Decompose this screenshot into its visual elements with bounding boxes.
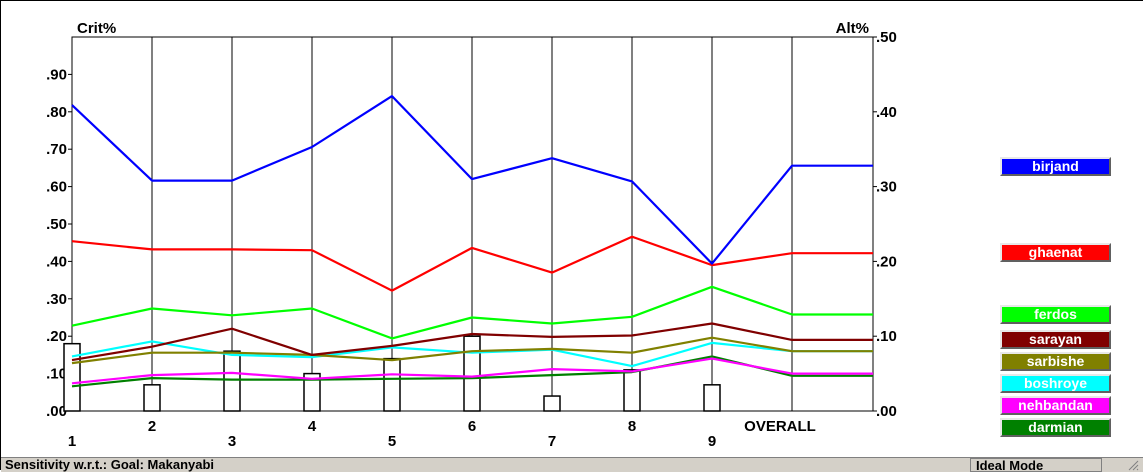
series-line-ferdos (71, 285, 873, 340)
criterion-priority-bar (63, 342, 81, 412)
left-axis-tick-label: .70 (46, 141, 67, 158)
left-axis-tick-label: .30 (46, 291, 67, 308)
legend-item-boshroye[interactable]: boshroye (1000, 373, 1111, 393)
right-axis-tick-label: .40 (876, 104, 897, 121)
series-line-nehbandan (71, 357, 873, 385)
left-axis-tick-label: .10 (46, 366, 67, 383)
right-axis-title: Alt% (836, 20, 869, 37)
criterion-priority-bar (703, 384, 721, 412)
x-axis-label: 5 (388, 433, 396, 450)
left-axis-tick-label: .90 (46, 66, 67, 83)
x-axis-label: 3 (228, 433, 236, 450)
right-axis-tick-label: .50 (876, 29, 897, 46)
series-line-boshroye (71, 340, 873, 368)
status-text: Sensitivity w.r.t.: Goal: Makanyabi (5, 457, 215, 472)
right-axis-tick-label: .30 (876, 179, 897, 196)
series-line-sarbishe (71, 336, 873, 365)
left-axis-tick-label: .40 (46, 253, 67, 270)
legend-item-sarayan[interactable]: sarayan (1000, 329, 1111, 349)
left-axis-tick-label: .60 (46, 179, 67, 196)
x-axis-label: 6 (468, 418, 476, 435)
x-axis-label: 7 (548, 433, 556, 450)
left-axis-tick-label: .50 (46, 216, 67, 233)
legend-item-ghaenat[interactable]: ghaenat (1000, 243, 1111, 263)
x-axis-label: 9 (708, 433, 716, 450)
right-axis-tick-label: .00 (876, 403, 897, 420)
criterion-priority-bar (143, 384, 161, 412)
criterion-priority-bar (463, 335, 481, 412)
criterion-priority-bar (223, 350, 241, 412)
legend-item-nehbandan[interactable]: nehbandan (1000, 395, 1111, 415)
x-axis-label: 1 (68, 433, 76, 450)
series-line-birjand (71, 94, 873, 265)
criterion-priority-bar (543, 395, 561, 412)
left-axis-tick-label: .00 (46, 403, 67, 420)
right-axis-tick-label: .10 (876, 328, 897, 345)
legend-item-ferdos[interactable]: ferdos (1000, 304, 1111, 324)
criterion-priority-bar (383, 357, 401, 412)
resize-grip-icon[interactable] (1127, 459, 1139, 471)
x-axis-label: 4 (308, 418, 317, 435)
legend-item-birjand[interactable]: birjand (1000, 157, 1111, 176)
x-axis-label: 8 (628, 418, 636, 435)
right-axis-tick-label: .20 (876, 253, 897, 270)
sensitivity-chart: .00 .10 .20 .30 .40 .50 .60 .70 .80 .90 .00 .10 .20.… (46, 20, 897, 450)
x-axis-label-overall: OVERALL (744, 418, 816, 435)
series-line-ghaenat (71, 235, 873, 292)
legend-item-darmian[interactable]: darmian (1000, 417, 1111, 437)
left-axis-tick-label: .80 (46, 104, 67, 121)
left-axis-title: Crit% (77, 20, 116, 37)
criterion-priority-bar (623, 369, 641, 412)
left-axis-tick-label: .20 (46, 328, 67, 345)
criterion-priority-bar (303, 372, 321, 412)
x-axis-label: 2 (148, 418, 156, 435)
legend-item-sarbishe[interactable]: sarbishe (1000, 351, 1111, 371)
series-line-sarayan (71, 322, 873, 362)
